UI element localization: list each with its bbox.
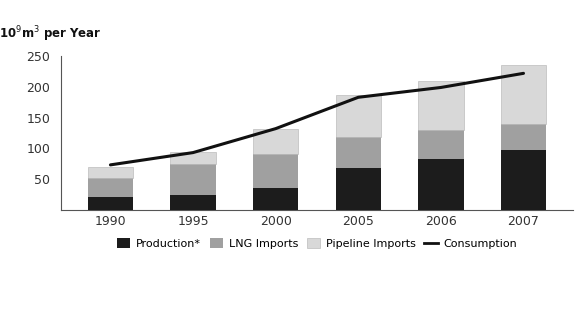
- Bar: [88, 167, 133, 178]
- Bar: [336, 96, 381, 137]
- Bar: [171, 195, 216, 210]
- Bar: [418, 81, 463, 130]
- Bar: [253, 154, 298, 188]
- Bar: [501, 65, 546, 124]
- Bar: [253, 129, 298, 154]
- Bar: [501, 150, 546, 210]
- Text: 10$^9$m$^3$ per Year: 10$^9$m$^3$ per Year: [0, 24, 102, 44]
- Bar: [418, 159, 463, 210]
- Bar: [171, 164, 216, 195]
- Bar: [88, 197, 133, 210]
- Bar: [171, 152, 216, 164]
- Bar: [253, 188, 298, 210]
- Bar: [501, 124, 546, 150]
- Bar: [418, 130, 463, 159]
- Bar: [336, 168, 381, 210]
- Legend: Production*, LNG Imports, Pipeline Imports, Consumption: Production*, LNG Imports, Pipeline Impor…: [113, 234, 521, 253]
- Bar: [88, 178, 133, 197]
- Bar: [336, 137, 381, 168]
